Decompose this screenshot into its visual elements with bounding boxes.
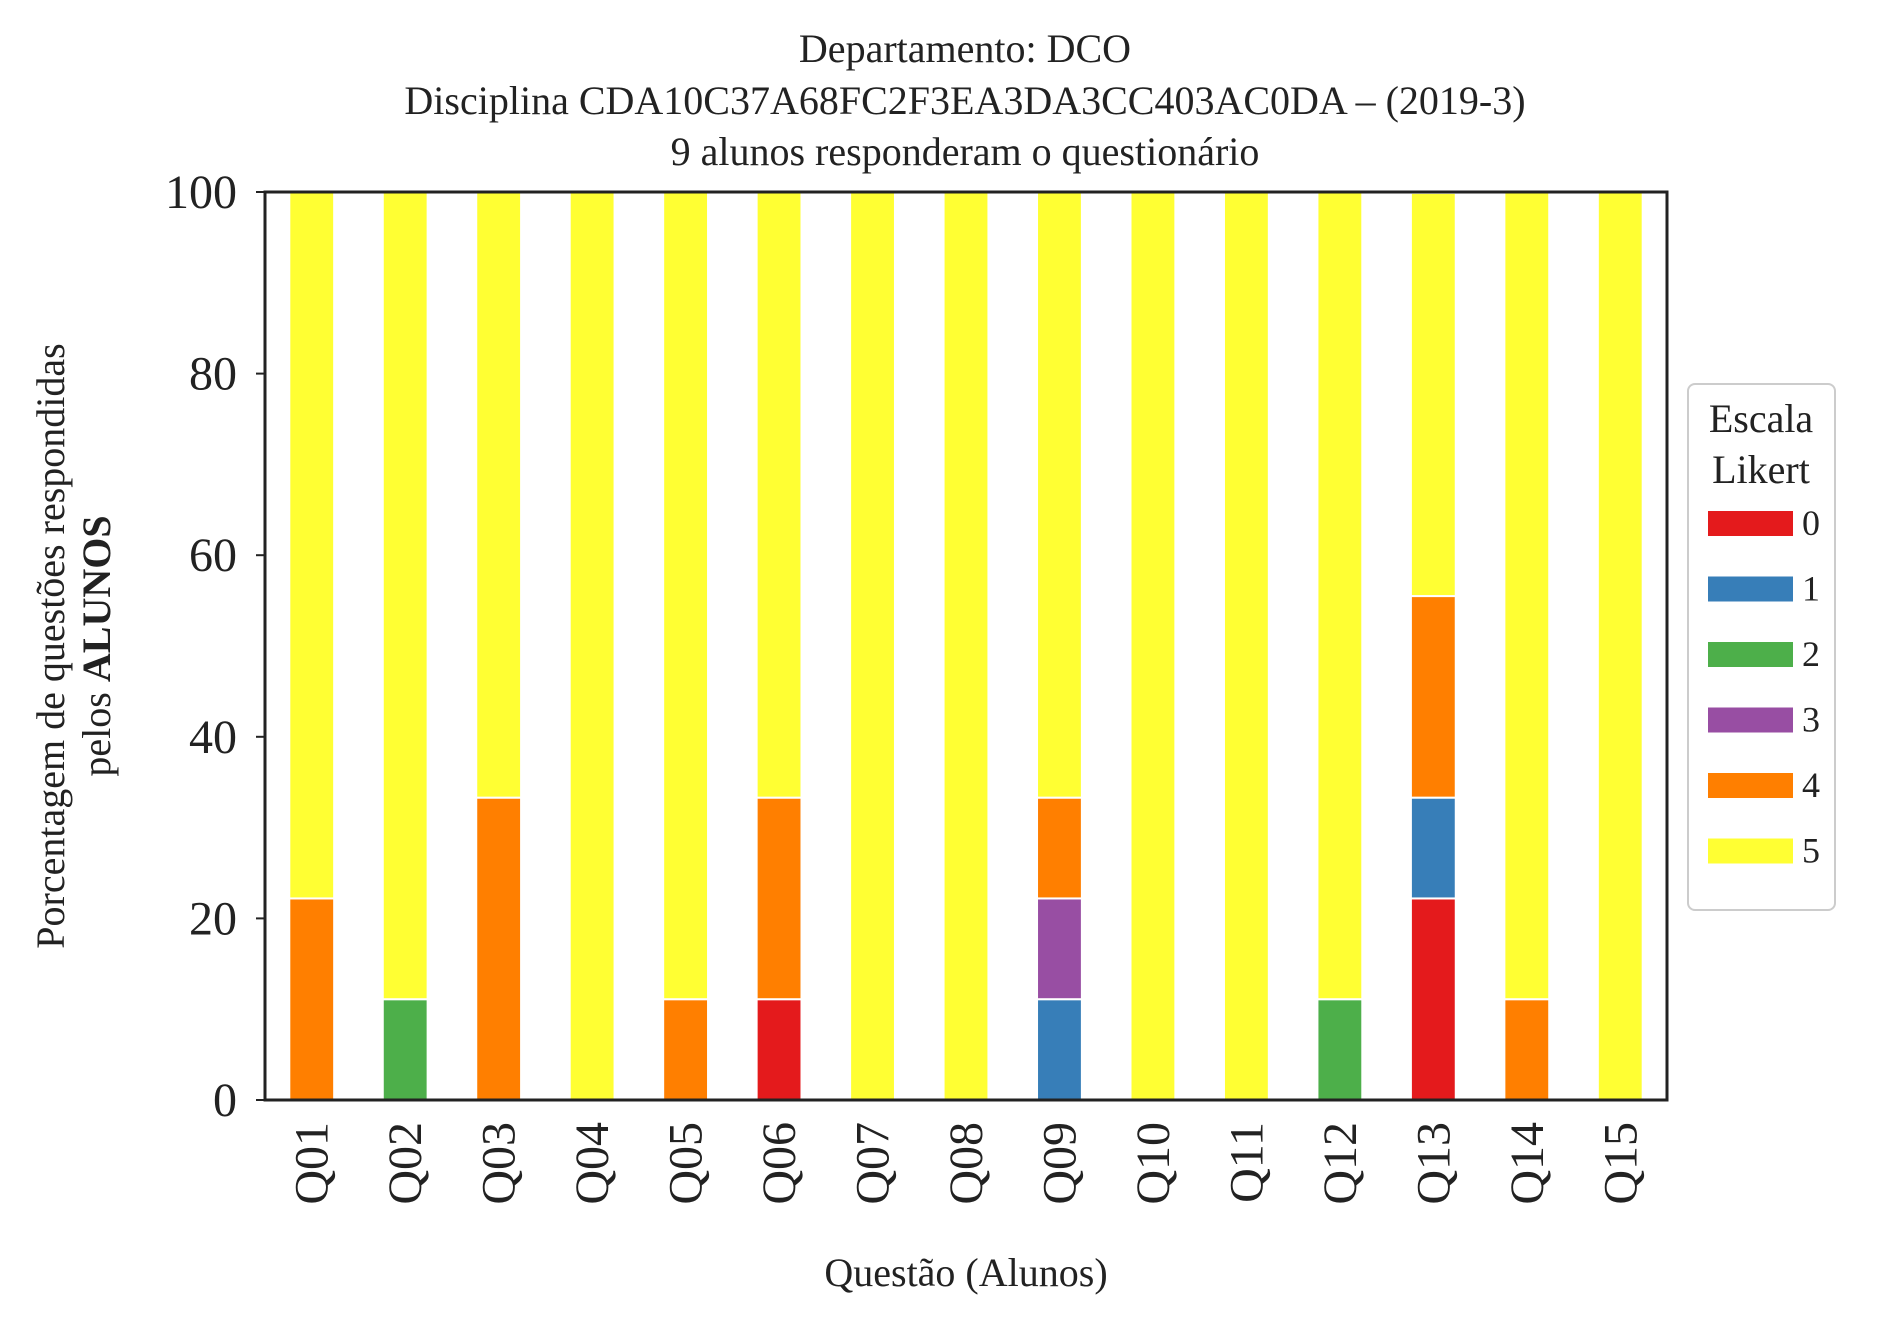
x-tick-label-q14: Q14: [1501, 1122, 1554, 1205]
y-tick-label: 80: [189, 348, 237, 401]
x-axis-label: Questão (Alunos): [824, 1250, 1107, 1295]
legend-swatch-1: [1708, 576, 1793, 602]
legend-label-2: 2: [1802, 634, 1820, 674]
legend-title-line-2: Likert: [1712, 447, 1810, 492]
bar-q14-likert-5: [1503, 191, 1551, 1001]
bar-q01-likert-4: [288, 897, 336, 1101]
bar-q12-likert-5: [1316, 191, 1364, 1001]
legend-label-0: 0: [1802, 503, 1820, 543]
bar-q06-likert-4: [755, 796, 803, 1001]
x-tick-label-q12: Q12: [1314, 1122, 1367, 1205]
y-axis-label-prefix: pelos: [74, 682, 119, 776]
x-tick-label-q05: Q05: [660, 1122, 713, 1205]
bar-q04-likert-5: [568, 191, 616, 1101]
bar-layer: [288, 191, 1644, 1102]
legend-swatch-2: [1708, 642, 1793, 667]
bar-q14-likert-4: [1503, 998, 1551, 1102]
bar-q11-likert-5: [1222, 191, 1270, 1101]
bar-q06-likert-5: [755, 191, 803, 799]
legend-swatch-0: [1708, 511, 1793, 536]
bar-q13-likert-0: [1409, 897, 1457, 1101]
x-tick-label-q07: Q07: [847, 1122, 900, 1205]
legend-title-line-1: Escala: [1709, 396, 1814, 441]
y-tick-label: 40: [189, 711, 237, 764]
legend-swatch-5: [1708, 838, 1793, 864]
bar-q05-likert-5: [662, 191, 710, 1001]
bar-q09-likert-1: [1036, 998, 1083, 1102]
bar-q06-likert-0: [755, 998, 803, 1102]
bar-q13-likert-5: [1409, 191, 1457, 598]
x-axis: Q01 Q02 Q03 Q04 Q05 Q06 Q07 Q08 Q09 Q10 Q11 Q12 Q13 Q…: [286, 1122, 1648, 1205]
bar-q03-likert-4: [475, 796, 523, 1101]
bar-q15-likert-5: [1596, 191, 1644, 1101]
x-tick-label-q01: Q01: [286, 1122, 339, 1205]
x-tick-label-q09: Q09: [1033, 1122, 1086, 1205]
y-tick-label: 60: [189, 529, 237, 582]
bar-q02-likert-2: [381, 998, 429, 1102]
y-tick-label: 0: [213, 1074, 237, 1127]
bar-q13-likert-1: [1409, 796, 1457, 900]
bar-q09-likert-4: [1036, 796, 1083, 900]
legend: Escala Likert 0 1 2 3 4 5: [1687, 383, 1836, 911]
y-tick-label: 20: [189, 892, 237, 945]
x-tick-label-q11: Q11: [1220, 1122, 1273, 1203]
x-tick-label-q03: Q03: [473, 1122, 526, 1205]
y-axis-label-line-1: Porcentagem de questões respondidas: [28, 343, 73, 948]
bar-q08-likert-5: [942, 191, 990, 1101]
x-tick-label-q10: Q10: [1127, 1122, 1180, 1205]
x-tick-label-q06: Q06: [753, 1122, 806, 1205]
chart-title: Departamento: DCO Disciplina CDA10C37A68…: [404, 26, 1525, 174]
y-tick-label: 100: [165, 166, 237, 219]
chart-title-line-3: 9 alunos responderam o questionário: [671, 129, 1260, 174]
chart-title-line-1: Departamento: DCO: [799, 26, 1131, 71]
chart-title-line-2: Disciplina CDA10C37A68FC2F3EA3DA3CC403AC…: [404, 78, 1525, 123]
plot-frame: [263, 190, 1669, 1102]
bar-q07-likert-5: [849, 191, 896, 1101]
x-tick-label-q13: Q13: [1407, 1122, 1460, 1205]
bar-q03-likert-5: [475, 191, 523, 799]
legend-label-4: 4: [1802, 765, 1820, 805]
bar-q09-likert-5: [1036, 191, 1083, 799]
legend-label-5: 5: [1802, 831, 1820, 871]
legend-swatch-4: [1708, 773, 1793, 798]
legend-label-3: 3: [1802, 700, 1820, 740]
bar-q01-likert-5: [288, 191, 336, 900]
x-tick-label-q15: Q15: [1594, 1122, 1647, 1205]
bar-q02-likert-5: [381, 191, 429, 1001]
y-axis-label-bold: ALUNOS: [74, 515, 119, 682]
legend-swatch-3: [1708, 707, 1793, 733]
y-axis: 0 20 40 60 80 100: [165, 166, 265, 1127]
y-axis-label-line-2: pelos ALUNOS: [74, 515, 119, 776]
bar-q12-likert-2: [1316, 998, 1364, 1102]
x-tick-label-q08: Q08: [940, 1122, 993, 1205]
bar-q13-likert-4: [1409, 595, 1457, 799]
x-tick-label-q02: Q02: [379, 1122, 432, 1205]
bar-q05-likert-4: [662, 998, 710, 1102]
bar-q10-likert-5: [1129, 191, 1177, 1101]
legend-label-1: 1: [1802, 569, 1820, 609]
legend-items: 0 1 2 3 4 5: [1708, 503, 1820, 871]
bar-q09-likert-3: [1036, 897, 1083, 1001]
x-tick-label-q04: Q04: [566, 1122, 619, 1205]
y-axis-label: Porcentagem de questões respondidas pelo…: [28, 343, 119, 948]
